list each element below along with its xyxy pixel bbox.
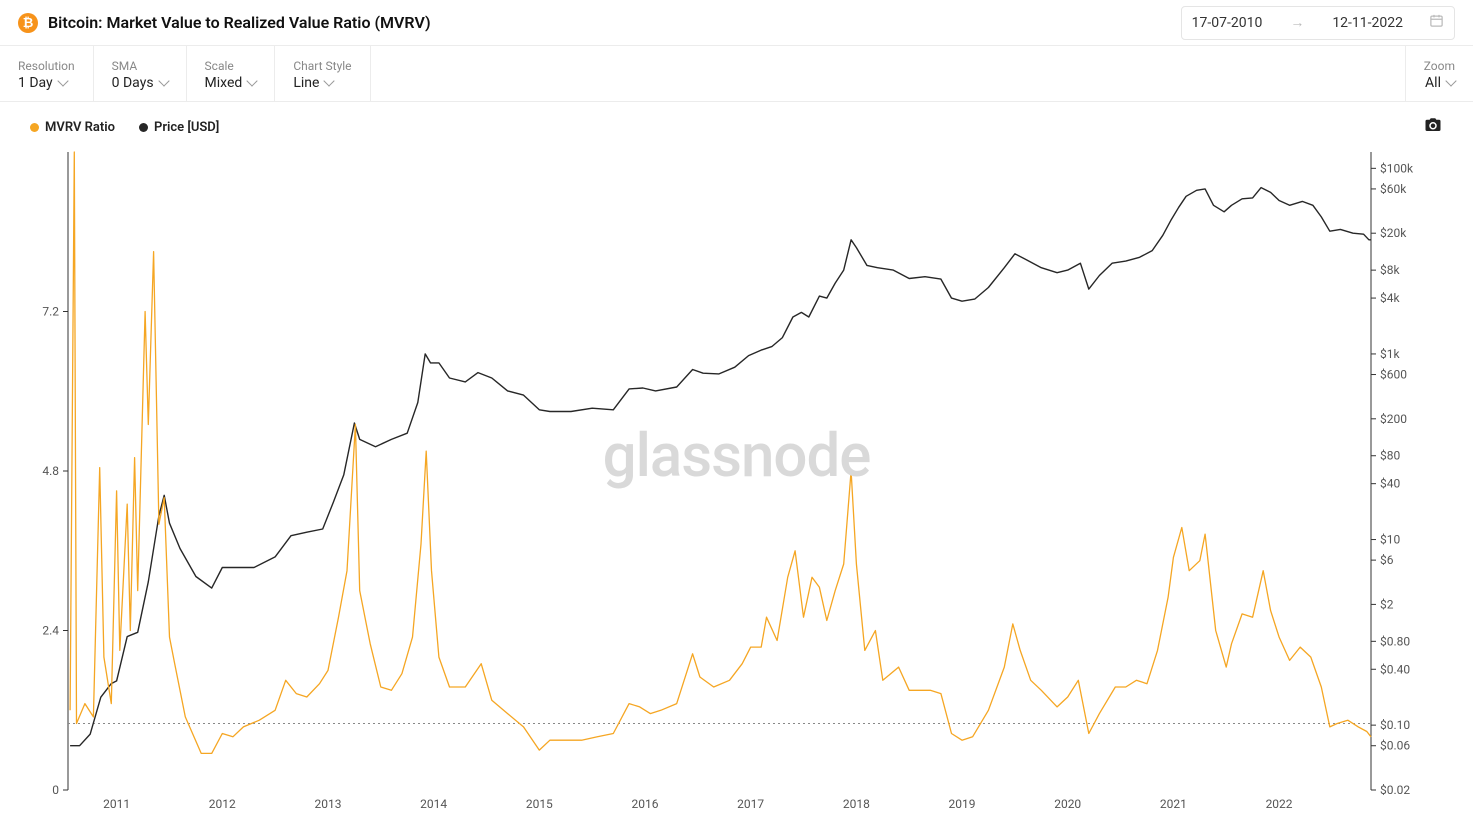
svg-text:$6: $6 (1380, 553, 1394, 567)
svg-text:$0.80: $0.80 (1380, 634, 1410, 648)
arrow-right-icon: → (1290, 14, 1304, 31)
svg-text:$1k: $1k (1380, 347, 1400, 361)
zoom-label: Zoom (1424, 59, 1455, 73)
svg-text:2016: 2016 (632, 797, 659, 811)
svg-text:$10: $10 (1380, 533, 1400, 547)
svg-text:$0.40: $0.40 (1380, 662, 1410, 676)
svg-text:$60k: $60k (1380, 182, 1407, 196)
calendar-icon (1429, 13, 1444, 32)
svg-text:2017: 2017 (737, 797, 764, 811)
svg-text:2019: 2019 (949, 797, 976, 811)
svg-text:$200: $200 (1380, 412, 1407, 426)
svg-text:$100k: $100k (1380, 161, 1414, 175)
svg-text:2013: 2013 (314, 797, 341, 811)
legend-price-label: Price [USD] (154, 120, 219, 135)
chevron-down-icon (1445, 75, 1456, 86)
chart-title: Bitcoin: Market Value to Realized Value … (48, 13, 431, 32)
chevron-down-icon (324, 75, 335, 86)
scale-dropdown[interactable]: Scale Mixed (187, 46, 276, 101)
svg-text:$0.10: $0.10 (1380, 718, 1410, 732)
svg-text:7.2: 7.2 (42, 305, 59, 319)
date-from: 17-07-2010 (1192, 15, 1263, 31)
svg-text:2015: 2015 (526, 797, 553, 811)
svg-text:$40: $40 (1380, 477, 1400, 491)
svg-text:2012: 2012 (209, 797, 236, 811)
svg-text:2020: 2020 (1054, 797, 1081, 811)
sma-dropdown[interactable]: SMA 0 Days (94, 46, 187, 101)
svg-text:$0.02: $0.02 (1380, 783, 1410, 797)
date-range-picker[interactable]: 17-07-2010 → 12-11-2022 (1181, 6, 1455, 40)
svg-text:$0.06: $0.06 (1380, 739, 1410, 753)
svg-text:4.8: 4.8 (42, 464, 59, 478)
svg-text:$600: $600 (1380, 368, 1407, 382)
chart-style-label: Chart Style (293, 59, 351, 73)
chart-area[interactable]: glassnode 02.44.87.2$0.02$0.06$0.10$0.40… (0, 142, 1473, 836)
resolution-dropdown[interactable]: Resolution 1 Day (0, 46, 94, 101)
svg-text:$2: $2 (1380, 597, 1394, 611)
chevron-down-icon (158, 75, 169, 86)
chart-style-value: Line (293, 75, 319, 91)
svg-text:$4k: $4k (1380, 291, 1400, 305)
controls-bar: Resolution 1 Day SMA 0 Days Scale Mixed … (0, 46, 1473, 102)
legend-dot-mvrv (30, 123, 39, 132)
chevron-down-icon (247, 75, 258, 86)
svg-text:$8k: $8k (1380, 263, 1400, 277)
date-to: 12-11-2022 (1332, 15, 1403, 31)
chart-svg: 0 2.4 4.8 7.2 $0.02 $0.06 $0.10 $0.40 $0.80 $2 $6 $… (30, 142, 1443, 822)
zoom-dropdown[interactable]: Zoom All (1405, 46, 1473, 101)
legend-price[interactable]: Price [USD] (139, 120, 219, 135)
scale-label: Scale (205, 59, 257, 73)
bitcoin-icon: ₿ (18, 13, 38, 33)
svg-text:$20k: $20k (1380, 226, 1407, 240)
sma-value: 0 Days (112, 75, 154, 91)
svg-text:2018: 2018 (843, 797, 870, 811)
scale-value: Mixed (205, 75, 243, 91)
legend: MVRV Ratio Price [USD] (0, 102, 1473, 142)
svg-text:2014: 2014 (420, 797, 447, 811)
legend-mvrv-label: MVRV Ratio (45, 120, 115, 135)
sma-label: SMA (112, 59, 168, 73)
header-bar: ₿ Bitcoin: Market Value to Realized Valu… (0, 0, 1473, 46)
chart-style-dropdown[interactable]: Chart Style Line (275, 46, 370, 101)
legend-mvrv[interactable]: MVRV Ratio (30, 120, 115, 135)
zoom-value: All (1425, 75, 1441, 91)
resolution-label: Resolution (18, 59, 75, 73)
svg-text:2.4: 2.4 (42, 624, 59, 638)
svg-text:2022: 2022 (1266, 797, 1293, 811)
screenshot-button[interactable] (1423, 116, 1443, 138)
svg-text:0: 0 (52, 783, 59, 797)
svg-text:2021: 2021 (1160, 797, 1187, 811)
chevron-down-icon (57, 75, 68, 86)
legend-dot-price (139, 123, 148, 132)
svg-text:$80: $80 (1380, 449, 1400, 463)
svg-text:2011: 2011 (103, 797, 130, 811)
resolution-value: 1 Day (18, 75, 53, 91)
